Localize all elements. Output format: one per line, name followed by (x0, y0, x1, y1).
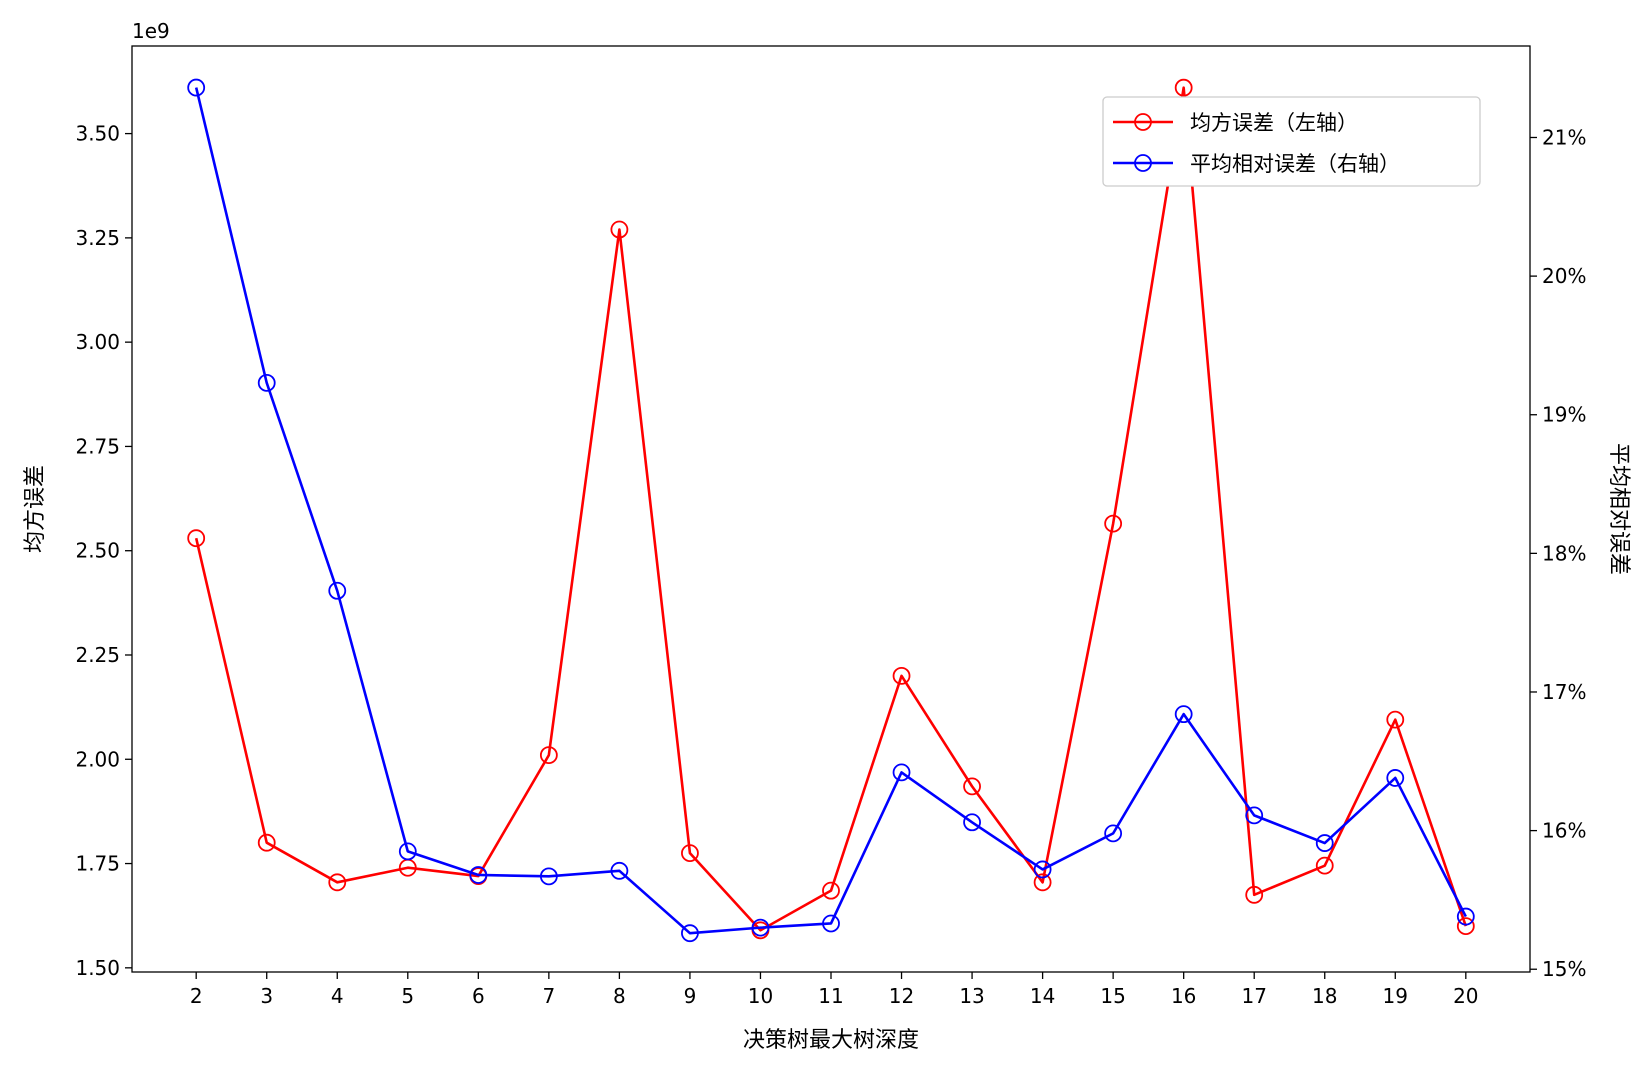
series-0-point (963, 777, 981, 796)
series-1-point (1315, 834, 1334, 852)
x-tick-label: 4 (331, 984, 344, 1008)
series-1-point (963, 813, 981, 832)
y-left-tick-label: 2.50 (75, 539, 120, 563)
series-1-point (469, 866, 488, 884)
series-1-point (187, 78, 206, 97)
series-0-point (539, 746, 558, 764)
series-0-point (1033, 873, 1052, 892)
x-tick-label: 2 (190, 984, 203, 1008)
series-line-0 (194, 86, 1468, 932)
series-1-point (1174, 705, 1193, 724)
y-left-tick-label: 1.50 (75, 956, 120, 980)
series-0-point (610, 220, 629, 239)
y-axis-right-label: 平均相对误差 (1606, 443, 1631, 575)
series-layer (187, 78, 1475, 943)
x-tick-label: 17 (1241, 984, 1266, 1008)
series-0-point (1315, 856, 1334, 875)
y-right-tick-label: 21% (1542, 125, 1586, 149)
legend-box (1102, 96, 1481, 187)
series-1-point (610, 861, 629, 880)
x-tick-label: 15 (1100, 984, 1125, 1008)
y-left-tick-label: 2.00 (75, 747, 120, 771)
series-line-1 (194, 87, 1467, 935)
legend-marker-mre (1134, 154, 1152, 172)
x-tick-label: 5 (401, 984, 414, 1008)
x-tick-label: 14 (1030, 984, 1055, 1008)
x-axis-label: 决策树最大树深度 (743, 1028, 919, 1053)
legend-label-mse: 均方误差（左轴） (1190, 111, 1358, 135)
series-1-point (681, 924, 699, 943)
x-tick-label: 16 (1171, 984, 1196, 1008)
y-right-tick-label: 15% (1542, 957, 1586, 981)
series-1-point (328, 581, 347, 600)
series-1-point (539, 867, 558, 886)
left-axis-ticks: 1.50 1.75 2.00 2.25 2.50 2.75 3.00 3.25 3.50 (75, 122, 132, 980)
y-left-tick-label: 3.50 (75, 122, 120, 146)
series-0-point (187, 529, 206, 548)
series-1-point (1033, 860, 1052, 879)
x-tick-label: 6 (472, 984, 485, 1008)
y-left-tick-label: 1.75 (75, 852, 120, 876)
x-tick-label: 13 (959, 984, 984, 1008)
x-tick-label: 12 (889, 984, 914, 1008)
y-axis-left-label: 均方误差 (23, 465, 48, 553)
x-tick-label: 10 (748, 984, 773, 1008)
series-1-point (822, 914, 840, 933)
x-tick-label: 7 (542, 984, 555, 1008)
legend-label-mre: 平均相对误差（右轴） (1190, 152, 1400, 176)
left-axis-multiplier: 1e9 (132, 19, 170, 43)
y-right-tick-label: 19% (1542, 403, 1586, 427)
series-1-point (257, 373, 276, 392)
y-left-tick-label: 2.25 (75, 643, 120, 667)
series-0-point (328, 873, 347, 892)
series-0-point (257, 833, 276, 852)
x-tick-label: 19 (1383, 984, 1408, 1008)
x-tick-label: 11 (818, 984, 843, 1008)
x-tick-label: 8 (613, 984, 626, 1008)
x-tick-label: 9 (684, 984, 697, 1008)
y-right-tick-label: 16% (1542, 819, 1586, 843)
series-0-point (822, 881, 840, 900)
legend-marker-mse (1134, 113, 1152, 131)
series-0-point (892, 666, 911, 685)
series-1-point (1245, 806, 1264, 825)
series-0-point (1104, 514, 1123, 533)
legend: 均方误差（左轴） 平均相对误差（右轴） (1102, 96, 1481, 187)
x-tick-label: 3 (260, 984, 273, 1008)
series-0-point (1174, 78, 1193, 97)
y-left-tick-label: 2.75 (75, 434, 120, 458)
series-1-point (751, 918, 770, 937)
series-1-point (892, 763, 911, 782)
series-0-point (681, 844, 699, 863)
series-1-point (1456, 907, 1475, 926)
series-0-point (1386, 710, 1405, 729)
y-right-tick-label: 20% (1542, 264, 1586, 288)
right-axis-ticks: 15% 16% 17% 18% 19% 20% 21% (1530, 125, 1586, 981)
y-right-tick-label: 17% (1542, 680, 1586, 704)
x-tick-label: 20 (1453, 984, 1478, 1008)
y-left-tick-label: 3.00 (75, 330, 120, 354)
series-0-point (1245, 885, 1264, 904)
x-axis-ticks: 2 3 4 5 6 7 8 9 10 11 12 13 14 15 16 17 18 19 20 (190, 972, 1479, 1008)
y-right-tick-label: 18% (1542, 541, 1586, 565)
x-tick-label: 18 (1312, 984, 1337, 1008)
y-left-tick-label: 3.25 (75, 226, 120, 250)
series-1-point (398, 842, 417, 861)
series-1-point (1104, 824, 1123, 843)
plot-area (131, 45, 1531, 973)
series-1-point (1386, 769, 1405, 787)
series-0-point (1456, 917, 1475, 936)
